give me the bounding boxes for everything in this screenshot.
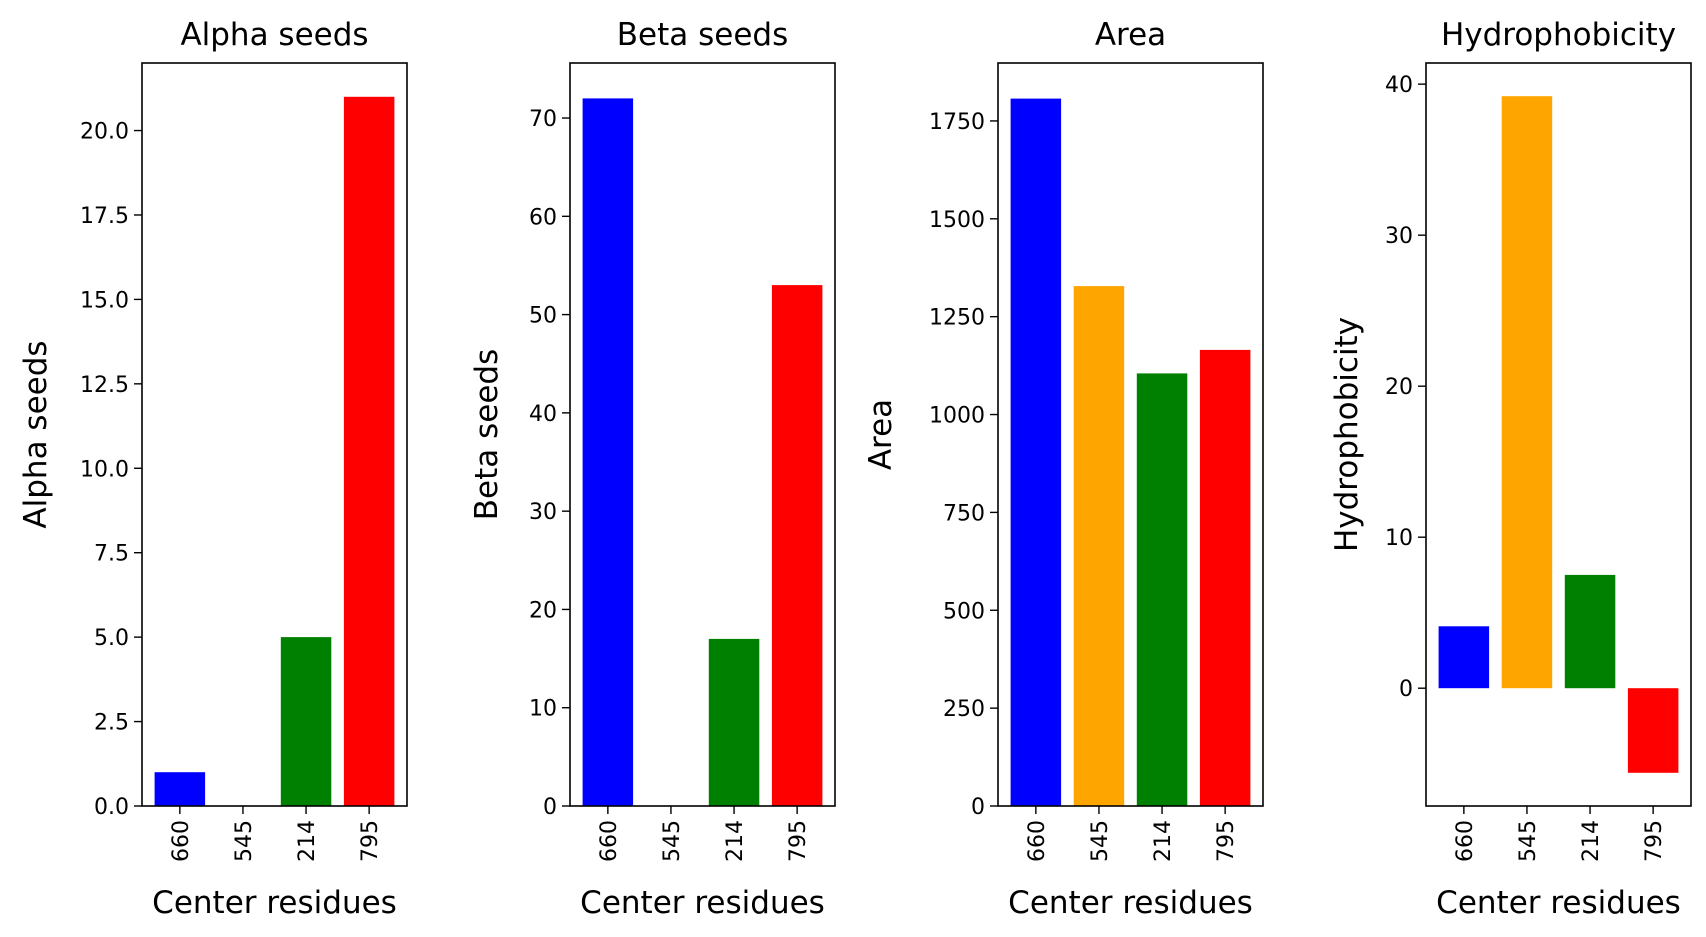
bar-214 — [708, 638, 760, 806]
x-tick-label: 545 — [1516, 820, 1541, 862]
y-tick-label: 30 — [529, 500, 557, 525]
y-tick-label: 0 — [1399, 677, 1413, 702]
x-tick-label: 214 — [1151, 820, 1176, 862]
y-tick-label: 50 — [529, 304, 557, 329]
x-tick-label: 545 — [1088, 820, 1113, 862]
x-axis-label: Center residues — [1008, 885, 1253, 921]
x-tick-label: 214 — [295, 820, 320, 862]
y-axis-label: Alpha seeds — [18, 340, 54, 528]
y-tick-label: 500 — [943, 599, 985, 624]
bar-545 — [1073, 286, 1125, 807]
x-tick-label: 214 — [723, 820, 748, 862]
bar-214 — [1136, 373, 1188, 806]
bar-660 — [582, 98, 634, 806]
bar-214 — [280, 637, 332, 806]
y-axis-label: Hydrophobicity — [1329, 317, 1365, 552]
y-tick-label: 10.0 — [80, 457, 129, 482]
y-tick-label: 7.5 — [94, 542, 129, 567]
y-tick-label: 750 — [943, 501, 985, 526]
y-tick-label: 250 — [943, 697, 985, 722]
y-tick-label: 1250 — [929, 306, 985, 331]
x-axis-label: Center residues — [1436, 885, 1681, 921]
y-tick-label: 20.0 — [80, 120, 129, 145]
y-tick-label: 10 — [529, 697, 557, 722]
x-axis-label: Center residues — [580, 885, 825, 921]
subplot-title: Alpha seeds — [180, 17, 368, 53]
bar-660 — [1438, 626, 1490, 689]
y-tick-label: 15.0 — [80, 288, 129, 313]
bar-795 — [343, 96, 395, 807]
bar-660 — [154, 772, 206, 806]
bar-660 — [1010, 98, 1062, 807]
y-tick-label: 1500 — [929, 208, 985, 233]
subplot-4: 0 10 20 30 40 660 545 214 795 Hydrophobicity Cente… — [1329, 17, 1692, 921]
plot-frame — [141, 62, 408, 807]
y-tick-label: 60 — [529, 205, 557, 230]
y-axis-label: Beta seeds — [469, 349, 505, 520]
x-tick-label: 660 — [597, 820, 622, 862]
y-tick-label: 12.5 — [80, 373, 129, 398]
x-tick-label: 795 — [1214, 820, 1239, 862]
y-tick-label: 30 — [1385, 224, 1413, 249]
subplot-1: 0.0 2.5 5.0 7.5 10.0 12.5 15.0 17.5 20.0 660 545 21… — [18, 17, 408, 921]
y-tick-label: 2.5 — [94, 711, 129, 736]
y-tick-label: 40 — [1385, 73, 1413, 98]
y-tick-label: 5.0 — [94, 626, 129, 651]
x-tick-label: 545 — [232, 820, 257, 862]
x-tick-label: 660 — [1025, 820, 1050, 862]
bar-214 — [1564, 574, 1616, 689]
x-tick-label: 795 — [1642, 820, 1667, 862]
x-axis-label: Center residues — [152, 885, 397, 921]
bar-795 — [1627, 688, 1679, 773]
plot-frame — [997, 62, 1264, 807]
x-tick-label: 660 — [1453, 820, 1478, 862]
y-tick-label: 20 — [1385, 375, 1413, 400]
subplot-2: 0 10 20 30 40 50 60 70 660 545 214 795 Beta seeds Cen… — [469, 17, 836, 921]
x-tick-label: 660 — [169, 820, 194, 862]
x-tick-label: 214 — [1579, 820, 1604, 862]
x-tick-label: 545 — [660, 820, 685, 862]
y-tick-label: 1750 — [929, 110, 985, 135]
y-axis-label: Area — [863, 399, 899, 470]
x-tick-label: 795 — [358, 820, 383, 862]
subplot-title: Area — [1095, 17, 1166, 53]
y-tick-label: 70 — [529, 107, 557, 132]
plot-frame — [569, 62, 836, 807]
bar-795 — [1199, 349, 1251, 806]
y-tick-label: 0 — [971, 795, 985, 820]
subplot-title: Hydrophobicity — [1441, 17, 1676, 53]
plot-frame — [1425, 62, 1692, 807]
subplot-title: Beta seeds — [617, 17, 788, 53]
bar-545 — [1501, 96, 1553, 689]
x-tick-label: 795 — [786, 820, 811, 862]
y-tick-label: 0.0 — [94, 795, 129, 820]
subplot-3: 0 250 500 750 1000 1250 1500 1750 660 545 214 795 Ar… — [863, 17, 1264, 921]
y-tick-label: 20 — [529, 598, 557, 623]
y-tick-label: 10 — [1385, 526, 1413, 551]
y-tick-label: 0 — [543, 795, 557, 820]
y-tick-label: 1000 — [929, 404, 985, 429]
bar-795 — [771, 285, 823, 807]
y-tick-label: 40 — [529, 402, 557, 427]
y-tick-label: 17.5 — [80, 204, 129, 229]
